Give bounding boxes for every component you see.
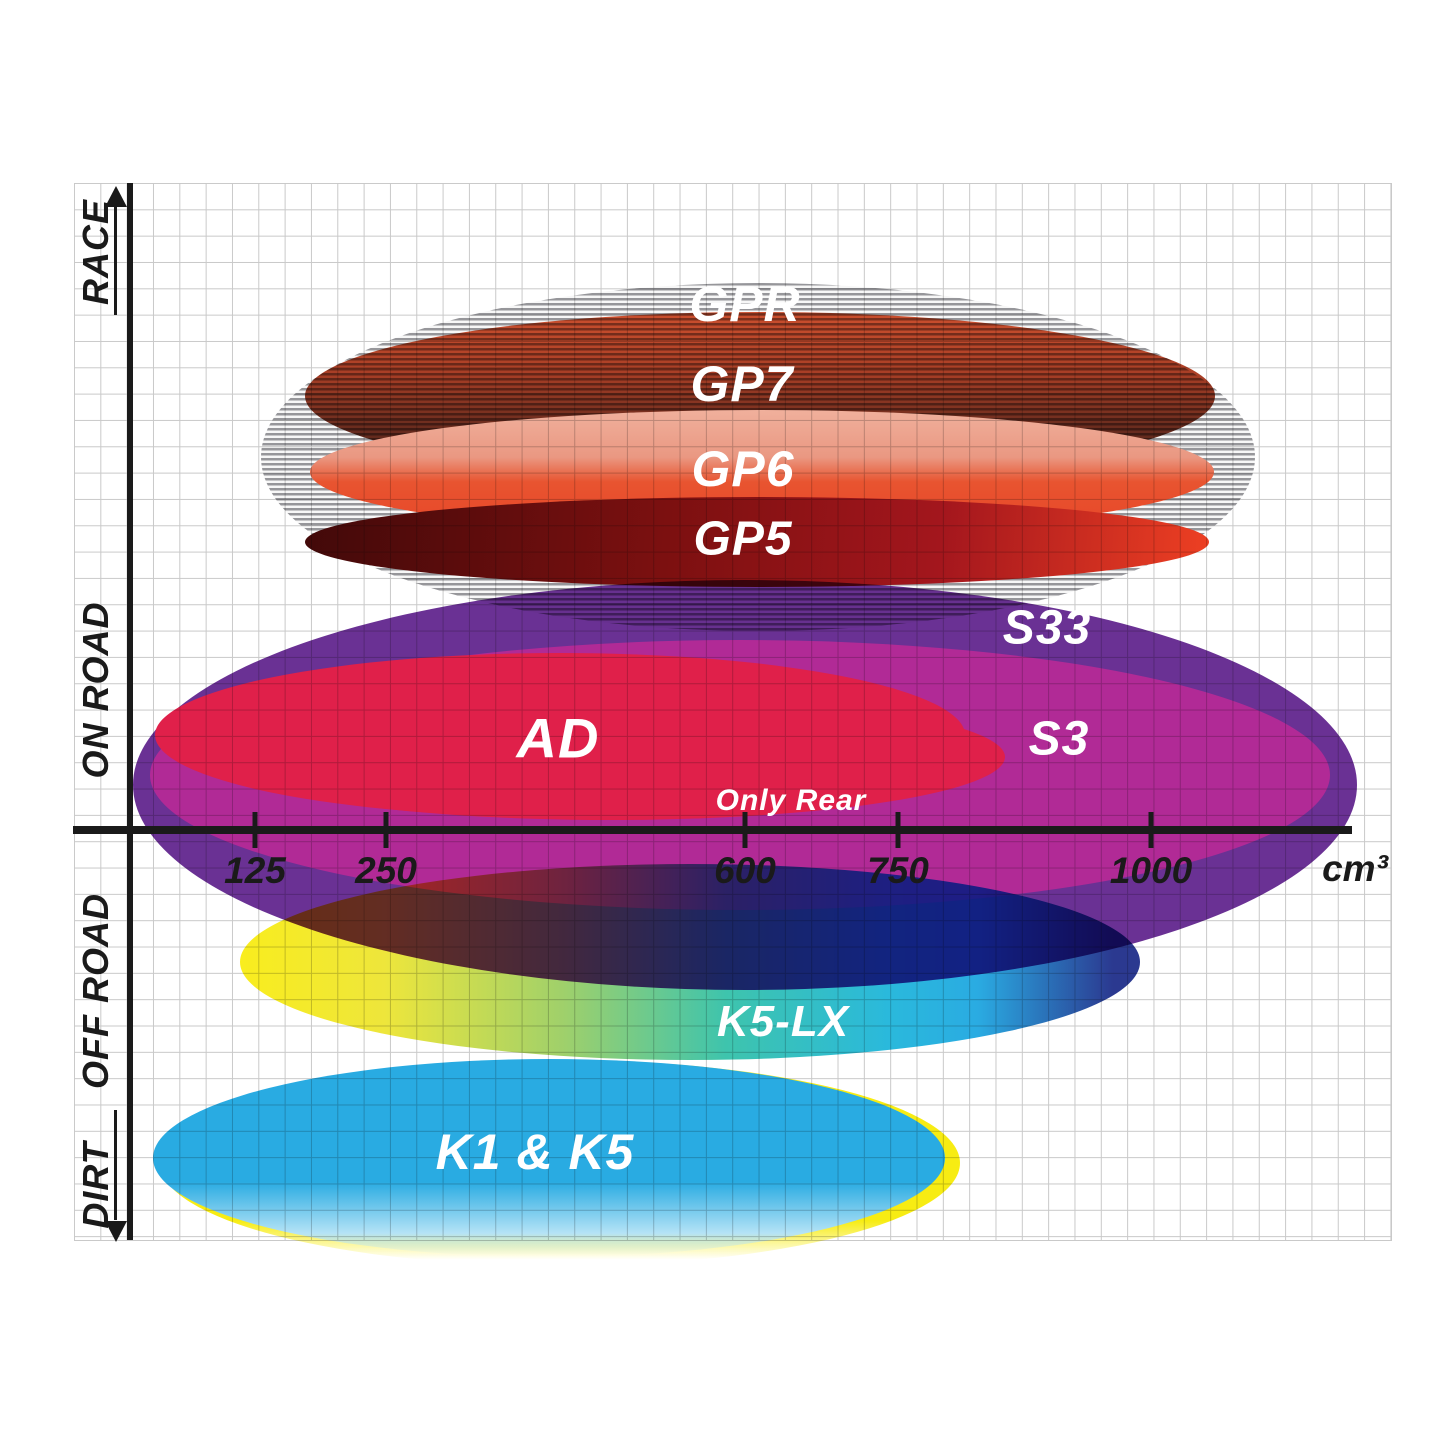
grid-background: [74, 183, 1392, 1241]
